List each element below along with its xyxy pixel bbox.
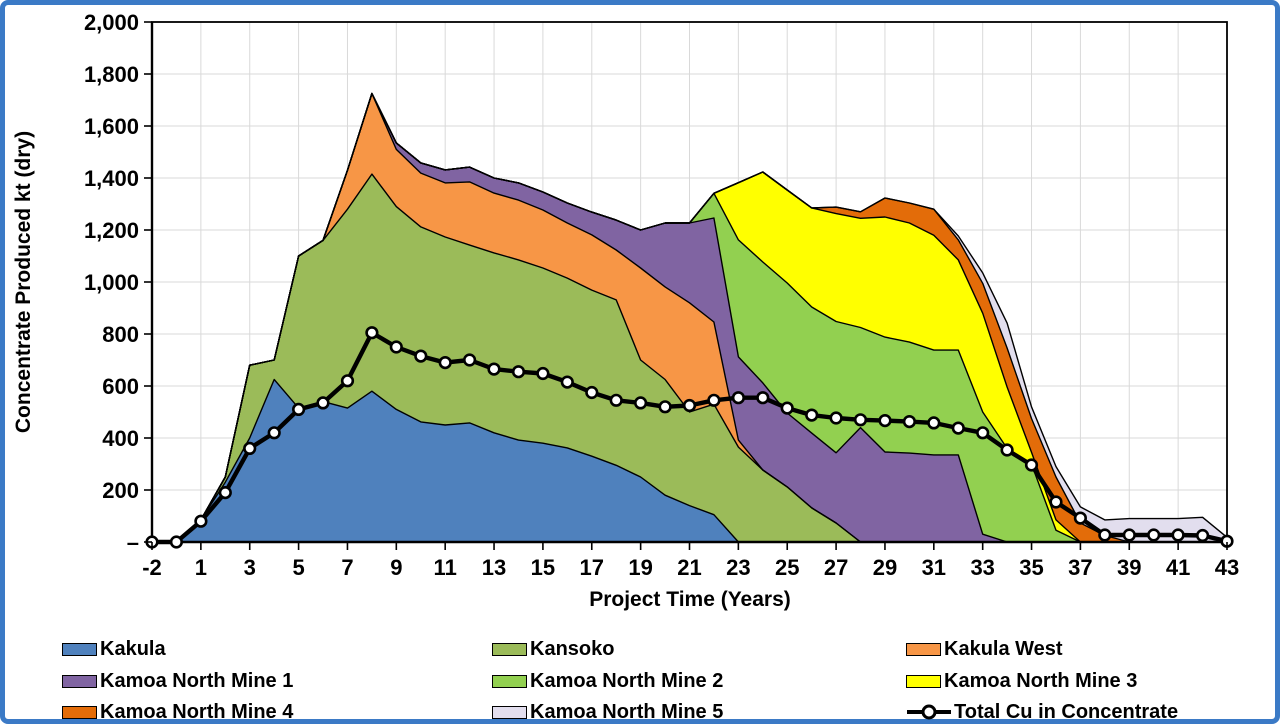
- total-cu-marker: [1147, 528, 1161, 542]
- x-tick-label: 13: [482, 555, 506, 580]
- x-tick-label: 27: [824, 555, 848, 580]
- total-cu-marker: [463, 353, 477, 367]
- total-cu-marker: [414, 349, 428, 363]
- x-tick-label: 3: [244, 555, 256, 580]
- total-cu-marker: [585, 385, 599, 400]
- area-band-kansoko: [152, 174, 1227, 542]
- total-cu-marker: [267, 426, 281, 440]
- y-tick-label: 400: [102, 426, 139, 451]
- x-axis-title: Project Time (Years): [589, 588, 791, 611]
- y-tick-label: 1,000: [84, 270, 139, 295]
- x-tick-label: -2: [142, 555, 162, 580]
- total-cu-marker: [707, 393, 721, 407]
- total-cu-marker: [536, 366, 550, 381]
- total-cu-marker: [218, 486, 232, 500]
- y-tick-label: 1,200: [84, 218, 139, 243]
- y-axis-title: Concentrate Produced kt (dry): [12, 131, 35, 433]
- x-tick-label: 23: [726, 555, 750, 580]
- y-tick-label: 200: [102, 478, 139, 503]
- x-tick-label: 1: [195, 555, 207, 580]
- total-cu-marker: [487, 362, 501, 376]
- total-cu-marker: [780, 401, 794, 415]
- y-tick-label: 1,400: [84, 166, 139, 191]
- total-cu-marker: [438, 356, 452, 370]
- total-cu-marker: [365, 326, 379, 340]
- area-band-kakula: [152, 379, 1227, 542]
- total-cu-marker: [560, 375, 574, 389]
- axis-ticks: [144, 21, 1228, 550]
- y-tick-labels: – 200 400 600 800 1,000 1,200 1,400 1,600 1,800 2,…: [84, 10, 139, 555]
- total-cu-marker: [169, 535, 183, 549]
- x-tick-label: 9: [390, 555, 402, 580]
- total-cu-marker: [1122, 528, 1136, 542]
- x-tick-label: 25: [775, 555, 799, 580]
- total-cu-marker: [951, 421, 965, 435]
- total-cu-marker: [853, 413, 868, 427]
- total-cu-marker: [927, 416, 941, 430]
- total-cu-marker: [194, 514, 208, 528]
- total-cu-marker: [805, 408, 819, 422]
- x-tick-labels: -2 1 3 5 7 9 11 13 15 17 19 21 23 25 27 29 31 33 35 37 39 41 4…: [142, 555, 1239, 580]
- area-edge: [152, 92, 1228, 543]
- total-cu-marker: [658, 400, 672, 414]
- total-cu-marker: [389, 340, 403, 354]
- total-cu-marker: [243, 441, 257, 456]
- total-cu-marker: [976, 426, 990, 440]
- x-tick-label: 5: [292, 555, 304, 580]
- x-tick-label: 17: [580, 555, 604, 580]
- x-tick-label: 35: [1019, 555, 1043, 580]
- total-cu-marker: [609, 393, 623, 407]
- x-tick-label: 7: [341, 555, 353, 580]
- x-tick-label: 21: [677, 555, 701, 580]
- x-tick-label: 19: [628, 555, 652, 580]
- x-tick-label: 11: [434, 555, 457, 580]
- y-tick-label: 1,600: [84, 114, 139, 139]
- total-cu-marker: [316, 396, 330, 410]
- y-tick-label: 2,000: [84, 10, 139, 35]
- y-tick-label: –: [127, 530, 139, 555]
- x-tick-label: 41: [1166, 555, 1190, 580]
- y-tick-label: 600: [102, 374, 139, 399]
- total-cu-marker: [511, 365, 526, 379]
- area-band-kakula-west: [152, 93, 1227, 542]
- y-tick-label: 1,800: [84, 62, 139, 87]
- total-cu-marker: [340, 374, 355, 388]
- total-cu-marker: [829, 411, 843, 425]
- total-cu-marker: [1073, 511, 1087, 525]
- total-cu-marker: [633, 396, 648, 410]
- total-cu-marker: [1171, 528, 1185, 542]
- x-tick-label: 29: [873, 555, 897, 580]
- total-cu-marker: [731, 391, 746, 405]
- total-cu-marker: [902, 415, 917, 429]
- total-cu-marker: [1049, 495, 1063, 509]
- total-cu-marker: [1000, 443, 1014, 457]
- total-cu-marker: [878, 414, 892, 428]
- x-tick-label: 31: [922, 555, 946, 580]
- x-tick-label: 43: [1215, 555, 1239, 580]
- x-tick-label: 15: [531, 555, 555, 580]
- total-cu-marker: [1195, 528, 1210, 543]
- total-cu-marker: [756, 391, 770, 405]
- total-cu-marker: [1024, 458, 1039, 472]
- total-cu-marker: [292, 402, 306, 417]
- total-cu-marker: [682, 398, 697, 413]
- y-tick-label: 800: [102, 322, 139, 347]
- x-tick-label: 33: [970, 555, 994, 580]
- total-cu-line: [145, 326, 1234, 549]
- x-tick-label: 39: [1117, 555, 1141, 580]
- total-cu-marker: [1098, 528, 1112, 542]
- x-tick-label: 37: [1068, 555, 1092, 580]
